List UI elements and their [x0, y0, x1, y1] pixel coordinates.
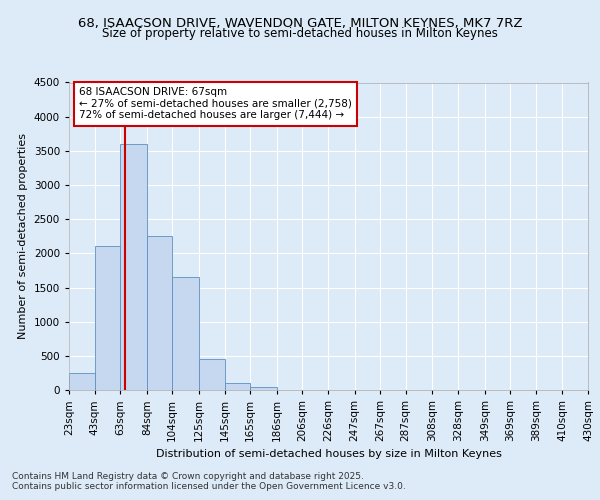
Text: 68 ISAACSON DRIVE: 67sqm
← 27% of semi-detached houses are smaller (2,758)
72% o: 68 ISAACSON DRIVE: 67sqm ← 27% of semi-d… [79, 87, 352, 120]
Text: 68, ISAACSON DRIVE, WAVENDON GATE, MILTON KEYNES, MK7 7RZ: 68, ISAACSON DRIVE, WAVENDON GATE, MILTO… [78, 18, 522, 30]
Bar [172, 277, 199, 390]
Bar [69, 373, 95, 390]
Bar [120, 144, 147, 390]
Text: Size of property relative to semi-detached houses in Milton Keynes: Size of property relative to semi-detach… [102, 28, 498, 40]
Bar [147, 236, 172, 390]
Bar [95, 246, 120, 390]
Bar [250, 386, 277, 390]
Bar [224, 383, 250, 390]
Y-axis label: Number of semi-detached properties: Number of semi-detached properties [18, 133, 28, 339]
Text: Contains public sector information licensed under the Open Government Licence v3: Contains public sector information licen… [12, 482, 406, 491]
Bar [199, 359, 224, 390]
Text: Contains HM Land Registry data © Crown copyright and database right 2025.: Contains HM Land Registry data © Crown c… [12, 472, 364, 481]
X-axis label: Distribution of semi-detached houses by size in Milton Keynes: Distribution of semi-detached houses by … [155, 450, 502, 460]
